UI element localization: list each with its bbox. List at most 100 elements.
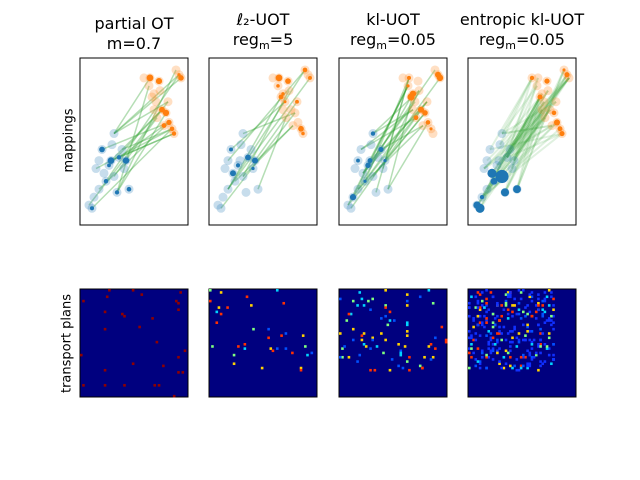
plan-cell: [526, 330, 529, 333]
plan-cell: [472, 338, 475, 342]
plan-cell: [487, 355, 491, 359]
target-point: [537, 105, 547, 115]
source-mass: [500, 188, 510, 197]
plan-cell: [506, 295, 510, 299]
mapping-line: [501, 124, 553, 135]
plan-cell: [534, 351, 538, 355]
source-mass: [378, 146, 384, 153]
source-point: [216, 203, 226, 213]
plan-cell: [476, 323, 480, 327]
mapping-line: [506, 77, 533, 158]
plan-cell: [405, 321, 409, 324]
plan-cell: [539, 345, 542, 348]
plan-cell: [138, 325, 141, 329]
source-point: [495, 140, 505, 150]
plan-cell: [526, 366, 529, 370]
plan-cell: [478, 314, 482, 318]
plan-cell: [351, 327, 355, 331]
mapping-line: [347, 112, 426, 206]
plan-cell: [243, 347, 247, 350]
mapping-line: [387, 93, 414, 190]
plan-cell: [371, 336, 374, 340]
plan-cell: [485, 366, 488, 370]
plan-cell: [369, 368, 372, 372]
mapping-line: [506, 96, 541, 158]
plan-cell: [491, 349, 495, 353]
plan-cell: [476, 360, 480, 363]
source-mass: [370, 131, 376, 136]
plan-cell: [509, 355, 512, 359]
plan-cell: [517, 340, 521, 344]
target-mass: [281, 92, 285, 96]
plan-cell: [339, 355, 342, 359]
mapping-line: [364, 77, 410, 182]
plan-cell: [543, 291, 547, 294]
target-point: [533, 73, 543, 83]
plan-cell: [515, 358, 519, 361]
source-point: [497, 129, 507, 139]
plan-cell: [480, 351, 484, 355]
plan-cell: [485, 289, 488, 292]
target-mass: [166, 119, 172, 126]
plan-cell: [347, 312, 351, 316]
plan-cell: [502, 355, 506, 359]
plan-cell: [80, 353, 83, 357]
plan-cell: [472, 325, 475, 329]
plan-cell: [522, 338, 525, 342]
mapping-line: [380, 124, 424, 151]
plan-cell: [351, 338, 355, 342]
mapping-line: [234, 125, 294, 182]
source-mass: [103, 179, 109, 184]
plan-cell: [468, 306, 471, 309]
source-mass: [114, 190, 120, 195]
plan-cell: [513, 297, 516, 301]
source-mass: [107, 157, 115, 164]
plan-cell: [177, 371, 180, 374]
plan-cell: [504, 301, 508, 305]
plan-cell: [487, 330, 491, 333]
plan-cell: [528, 330, 532, 333]
source-mass: [229, 147, 233, 152]
plan-cell: [399, 349, 403, 353]
plan-cell: [123, 314, 126, 318]
mapping-line: [483, 121, 558, 170]
plan-cell: [472, 351, 475, 355]
target-mass: [285, 78, 291, 84]
plan-cell: [371, 338, 374, 342]
target-mass: [564, 72, 570, 78]
mapping-line: [483, 116, 546, 170]
transport-plan-heatmap: [208, 288, 318, 398]
plan-cell: [306, 353, 309, 357]
target-mass: [436, 74, 444, 82]
source-mass: [475, 203, 485, 213]
source-point: [220, 164, 230, 174]
mapping-line: [113, 74, 180, 135]
plan-cell: [524, 334, 527, 337]
plan-cell: [485, 321, 488, 324]
plan-cell: [470, 334, 473, 337]
plan-cell: [280, 334, 283, 337]
mapping-line: [493, 77, 570, 182]
target-mass: [169, 126, 175, 132]
mapping-line: [506, 90, 549, 158]
plan-cell: [487, 347, 491, 350]
plan-cell: [434, 336, 437, 340]
plan-cell: [511, 336, 514, 340]
plan-cell: [131, 289, 135, 292]
mapping-line: [483, 101, 557, 170]
plan-cell: [502, 325, 506, 329]
mapping-line: [382, 77, 410, 169]
plan-cell: [157, 384, 161, 387]
plan-cell: [511, 330, 514, 333]
mapping-line: [242, 90, 290, 177]
source-point: [117, 144, 127, 154]
mapping-line: [489, 77, 533, 150]
plan-cell: [232, 362, 236, 366]
plan-cell: [480, 304, 484, 307]
plan-cell: [489, 351, 493, 355]
panel-title: partial OT m=0.7: [94, 14, 174, 53]
plan-cell: [483, 306, 486, 309]
plan-cell: [250, 304, 253, 307]
plan-cell: [476, 347, 480, 350]
